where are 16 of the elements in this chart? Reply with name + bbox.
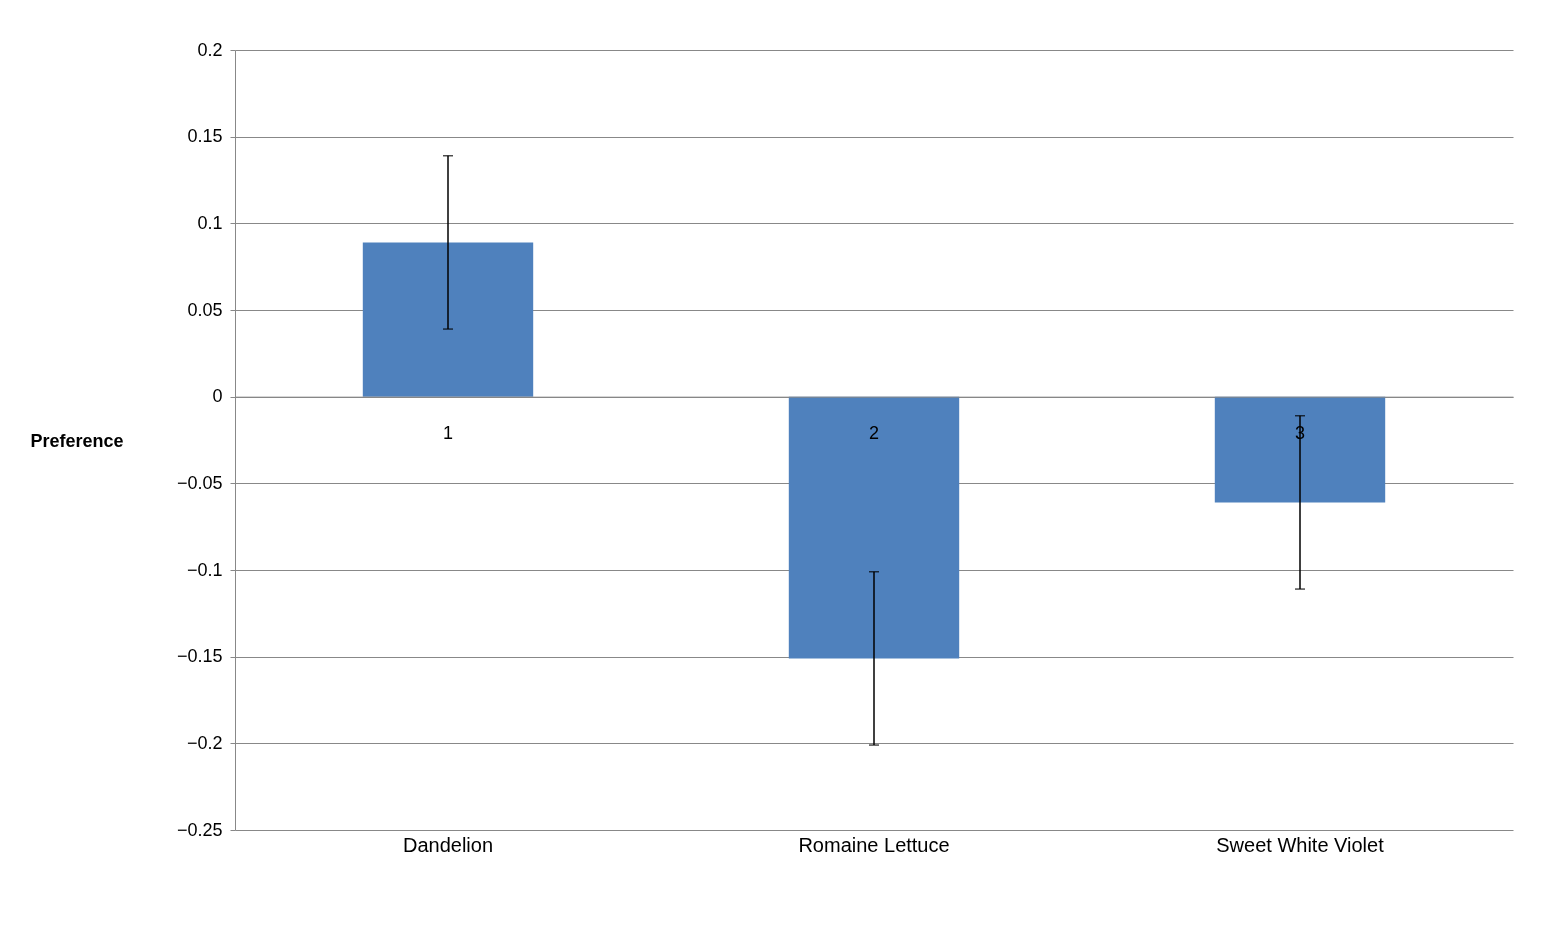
text: Dandelion — [402, 834, 494, 856]
y-tick-label: −0.15 — [176, 646, 223, 667]
y-axis-title: Preference — [30, 430, 124, 451]
x-tick-label: 2 — [868, 423, 880, 444]
y-tick-label: 0.05 — [187, 299, 223, 320]
y-tick-label: −0.25 — [176, 819, 223, 840]
y-tick-label: 0 — [212, 386, 223, 407]
y-tick-label: −0.05 — [176, 472, 223, 493]
y-tick-label: −0.2 — [186, 732, 223, 753]
y-tick-label: 0.2 — [197, 39, 223, 60]
text: Romaine Lettuce — [798, 834, 950, 856]
y-tick-label: 0.15 — [187, 126, 223, 147]
x-tick-label: 1 — [442, 423, 454, 444]
y-tick-label: −0.1 — [186, 559, 223, 580]
text: Sweet White Violet — [1216, 834, 1385, 856]
y-tick-label: 0.1 — [197, 212, 223, 233]
